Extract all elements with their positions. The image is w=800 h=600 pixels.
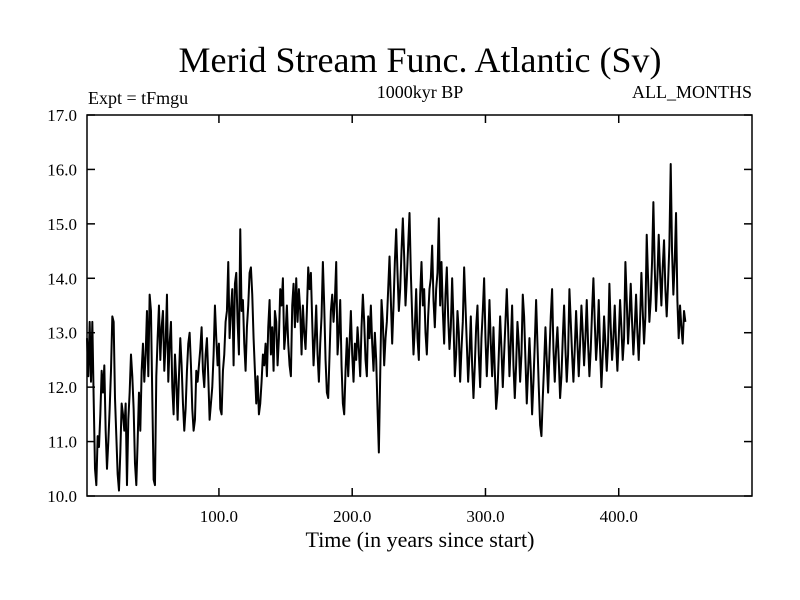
y-tick-label: 15.0 bbox=[47, 215, 77, 234]
y-tick-label: 17.0 bbox=[47, 106, 77, 125]
y-tick-label: 12.0 bbox=[47, 378, 77, 397]
y-tick-label: 14.0 bbox=[47, 269, 77, 288]
series-line bbox=[86, 162, 687, 492]
x-tick-label: 100.0 bbox=[200, 507, 238, 526]
x-tick-label: 400.0 bbox=[600, 507, 638, 526]
months-label: ALL_MONTHS bbox=[632, 82, 752, 102]
x-axis-label: Time (in years since start) bbox=[306, 527, 535, 552]
plot-frame bbox=[86, 114, 753, 497]
x-axis: 100.0 200.0 300.0 400.0 bbox=[200, 115, 638, 526]
x-tick-label: 300.0 bbox=[466, 507, 504, 526]
chart-title: Merid Stream Func. Atlantic (Sv) bbox=[179, 40, 662, 80]
y-tick-label: 10.0 bbox=[47, 487, 77, 506]
y-axis: 10.0 11.0 12.0 13.0 14.0 15.0 16.0 17.0 bbox=[47, 106, 752, 506]
y-tick-label: 11.0 bbox=[48, 433, 77, 452]
y-tick-label: 13.0 bbox=[47, 324, 77, 343]
y-tick-label: 16.0 bbox=[47, 160, 77, 179]
x-tick-label: 200.0 bbox=[333, 507, 371, 526]
chart-subtitle: 1000kyr BP bbox=[377, 82, 464, 102]
experiment-label: Expt = tFmgu bbox=[88, 88, 188, 108]
